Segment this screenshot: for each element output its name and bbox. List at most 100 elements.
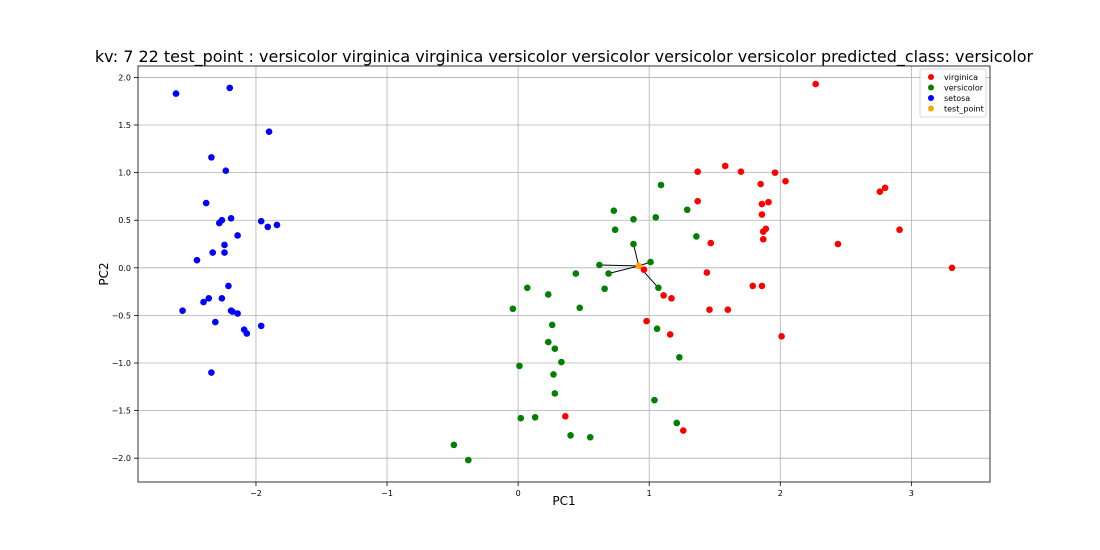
virginica-point (737, 168, 745, 175)
setosa-point (172, 90, 180, 97)
versicolor-point (676, 353, 683, 361)
legend-label-virginica: virginica (944, 73, 978, 82)
legend-marker-versicolor (928, 84, 934, 91)
legend-label-test_point: test_point (944, 105, 984, 114)
virginica-point (758, 200, 766, 208)
y-tick-label: −1.0 (112, 359, 131, 368)
y-tick-label: 1.5 (118, 121, 131, 130)
virginica-point (679, 427, 687, 434)
setosa-point (222, 167, 230, 175)
setosa-point (208, 369, 215, 376)
x-tick-label: 0 (516, 489, 521, 498)
setosa-point (243, 330, 251, 337)
virginica-point (834, 240, 842, 248)
x-axis-label: PC1 (552, 494, 575, 508)
versicolor-point (651, 396, 658, 404)
virginica-point (694, 197, 701, 205)
setosa-point (234, 310, 241, 317)
virginica-point (782, 177, 789, 185)
y-tick-label: 0.5 (118, 216, 131, 225)
chart-title: kv: 7 22 test_point : versicolor virgini… (95, 47, 1034, 67)
setosa-point (265, 128, 273, 135)
axis-ticks: −2 −1 0 1 2 3 −2.0 −1.5 −1.0 −0.5 0.0 0.5 1.0 1.5 2.0 (112, 73, 914, 498)
virginica-point (765, 198, 772, 206)
versicolor-point (630, 215, 637, 223)
virginica-point (703, 269, 711, 276)
setosa-point (273, 221, 281, 229)
virginica-point (759, 235, 767, 243)
versicolor-point (610, 207, 618, 214)
setosa-point (205, 294, 213, 302)
virginica-point (562, 413, 569, 420)
neighbor-line (632, 243, 640, 267)
virginica-point (948, 264, 956, 272)
setosa-point (257, 217, 265, 225)
versicolor-point (558, 358, 565, 366)
setosa-point (200, 298, 207, 306)
x-tick-label: −2 (250, 489, 262, 498)
versicolor-point (576, 304, 584, 312)
versicolor-point (611, 226, 619, 234)
x-tick-label: 2 (778, 489, 783, 498)
neighbor-line (599, 264, 639, 267)
virginica-point (721, 162, 729, 170)
setosa-point (234, 232, 241, 239)
setosa-point (221, 241, 228, 249)
legend-marker-test_point (928, 105, 934, 112)
versicolor-point (544, 291, 552, 298)
x-tick-label: 1 (647, 489, 652, 498)
legend-label-setosa: setosa (944, 94, 970, 103)
setosa-point (221, 249, 228, 256)
versicolor-point (517, 414, 525, 422)
versicolor-point (605, 270, 612, 277)
versicolor-point (683, 206, 691, 214)
versicolor-point (601, 285, 608, 293)
versicolor-point (516, 362, 523, 370)
versicolor-point (509, 305, 517, 313)
versicolor-point (596, 261, 603, 269)
x-tick-label: −1 (381, 489, 393, 498)
setosa-point (227, 215, 235, 222)
setosa-point (257, 322, 265, 330)
versicolor-point (693, 233, 700, 240)
setosa-point (209, 249, 217, 256)
versicolor-point (567, 432, 574, 439)
versicolor-point (647, 258, 654, 266)
legend-marker-setosa (928, 95, 934, 101)
test_point-point (635, 262, 643, 270)
y-tick-label: −0.5 (112, 311, 131, 320)
versicolor-point (550, 371, 557, 378)
y-tick-label: 0.0 (118, 264, 131, 273)
x-tick-label: 3 (909, 489, 914, 498)
virginica-point (640, 266, 648, 274)
virginica-point (707, 239, 715, 247)
versicolor-point (572, 270, 580, 277)
virginica-point (706, 306, 713, 313)
virginica-point (771, 169, 779, 176)
virginica-point (876, 188, 884, 195)
virginica-point (660, 292, 667, 299)
virginica-point (812, 80, 819, 88)
setosa-point (218, 294, 226, 302)
virginica-point (896, 226, 903, 234)
y-tick-label: 2.0 (118, 73, 131, 82)
setosa-point (229, 308, 236, 315)
virginica-point (758, 282, 766, 290)
virginica-point (757, 180, 764, 188)
setosa-point (264, 223, 272, 231)
grid-lines (138, 66, 990, 482)
neighbor-line (608, 265, 639, 275)
versicolor-point (544, 338, 552, 346)
virginica-point (758, 211, 766, 218)
virginica-point (881, 184, 889, 192)
legend-label-versicolor: versicolor (944, 84, 984, 93)
versicolor-point (450, 441, 458, 449)
versicolor-point (655, 284, 662, 292)
y-axis-label: PC2 (97, 262, 111, 285)
setosa-point (193, 256, 201, 264)
legend-box (919, 68, 987, 118)
virginica-point (666, 331, 674, 338)
setosa-point (212, 318, 219, 326)
plot-frame (137, 65, 991, 483)
